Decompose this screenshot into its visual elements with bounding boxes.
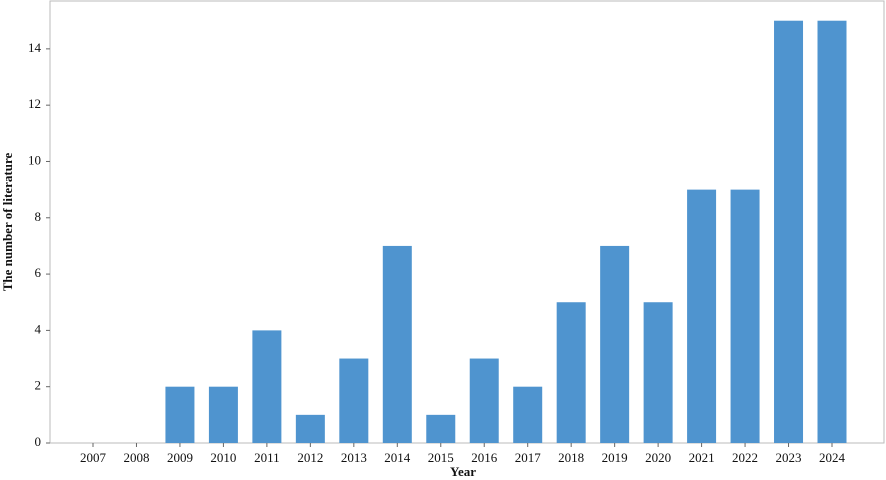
y-tick-label: 10: [28, 152, 41, 167]
y-tick-label: 12: [28, 96, 41, 111]
x-tick-label: 2022: [732, 450, 758, 465]
x-axis-title: Year: [450, 464, 476, 479]
x-tick-label: 2010: [210, 450, 236, 465]
x-tick-label: 2016: [471, 450, 498, 465]
plot-frame: [49, 0, 885, 444]
x-tick-label: 2007: [80, 450, 107, 465]
x-tick-label: 2017: [515, 450, 542, 465]
bar: [426, 414, 456, 443]
x-tick-label: 2015: [428, 450, 454, 465]
y-tick-label: 8: [35, 209, 42, 224]
bar: [643, 302, 673, 443]
y-tick-label: 0: [35, 434, 42, 449]
x-tick-label: 2008: [123, 450, 149, 465]
bar: [817, 20, 847, 444]
bar: [513, 386, 543, 443]
x-tick-label: 2020: [645, 450, 671, 465]
x-tick-label: 2024: [819, 450, 846, 465]
x-tick-label: 2019: [602, 450, 628, 465]
x-tick-label: 2009: [167, 450, 193, 465]
bar: [556, 302, 586, 443]
bar: [252, 330, 282, 443]
y-tick-label: 14: [28, 40, 42, 55]
x-tick-label: 2014: [384, 450, 411, 465]
y-tick-label: 6: [35, 265, 42, 280]
y-axis-title: The number of literature: [0, 153, 15, 292]
bar: [687, 189, 717, 443]
bar: [295, 414, 325, 443]
bar: [339, 358, 369, 443]
x-tick-label: 2012: [297, 450, 323, 465]
y-tick-label: 4: [35, 321, 42, 336]
bar: [600, 245, 630, 443]
x-tick-label: 2018: [558, 450, 584, 465]
y-tick-label: 2: [35, 378, 42, 393]
bar: [165, 386, 195, 443]
bar: [382, 245, 412, 443]
x-tick-label: 2021: [689, 450, 715, 465]
x-tick-label: 2011: [254, 450, 280, 465]
x-tick-label: 2023: [776, 450, 802, 465]
bar: [730, 189, 760, 443]
bar: [774, 20, 804, 444]
bar: [469, 358, 499, 443]
bar: [208, 386, 238, 443]
x-tick-label: 2013: [341, 450, 367, 465]
